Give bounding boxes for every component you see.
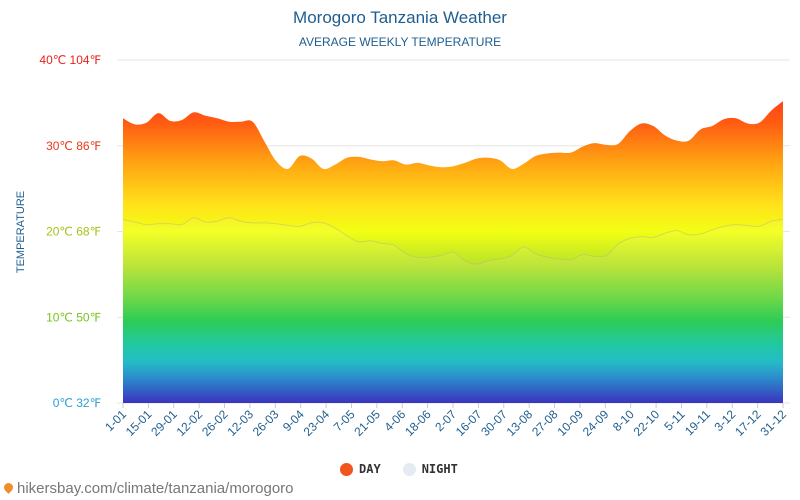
x-tick-label: 18-06	[402, 407, 434, 439]
x-tick-label: 26-02	[199, 407, 231, 439]
y-tick-label: 30℃ 86℉	[46, 139, 101, 153]
x-tick-label: 29-01	[148, 407, 180, 439]
y-axis-label: TEMPERATURE	[15, 191, 27, 273]
night-color-dot	[402, 462, 416, 476]
x-tick-label: 27-08	[529, 407, 561, 439]
x-tick-label: 19-11	[682, 407, 713, 438]
source-text: hikersbay.com/climate/tanzania/morogoro	[17, 480, 294, 497]
legend-item-day[interactable]: DAY	[340, 462, 381, 476]
x-tick-label: 15-01	[123, 407, 155, 439]
y-axis-ticks: 0℃ 32℉ 10℃ 50℉ 20℃ 68℉ 30℃ 86℉ 40℃ 104℉	[39, 53, 101, 410]
chart-title: Morogoro Tanzania Weather	[293, 8, 507, 27]
y-tick-label: 40℃ 104℉	[39, 53, 101, 67]
chart-legend: DAY NIGHT	[340, 462, 458, 476]
night-temperature-shade	[123, 217, 783, 403]
legend-night-label: NIGHT	[421, 462, 458, 476]
x-tick-label: 31-12	[758, 407, 790, 439]
day-color-dot	[340, 462, 353, 476]
x-tick-label: 12-03	[224, 407, 256, 439]
legend-day-label: DAY	[359, 462, 381, 476]
x-axis-ticks: 1-0115-0129-0112-0226-0212-0326-039-0423…	[102, 403, 789, 439]
x-tick-label: 17-12	[732, 407, 764, 439]
x-tick-label: 10-09	[554, 407, 586, 439]
legend-item-night[interactable]: NIGHT	[402, 462, 458, 476]
source-link[interactable]: hikersbay.com/climate/tanzania/morogoro	[2, 480, 294, 497]
x-tick-label: 16-07	[453, 407, 485, 439]
night-temperature-line	[122, 217, 784, 265]
x-tick-label: 23-04	[301, 407, 333, 439]
y-tick-label: 10℃ 50℉	[46, 310, 101, 324]
x-tick-label: 24-09	[580, 407, 612, 439]
x-tick-label: 12-02	[174, 407, 206, 439]
x-tick-label: 21-05	[351, 407, 383, 439]
chart-subtitle: AVERAGE WEEKLY TEMPERATURE	[298, 35, 502, 49]
x-tick-label: 26-03	[250, 407, 282, 439]
x-tick-label: 30-07	[478, 407, 510, 439]
y-tick-label: 0℃ 32℉	[53, 396, 101, 410]
x-tick-label: 22-10	[631, 407, 663, 439]
x-tick-label: 13-08	[504, 407, 536, 439]
y-tick-label: 20℃ 68℉	[46, 225, 101, 239]
location-pin-icon	[2, 481, 15, 494]
day-temperature-area	[123, 101, 783, 403]
